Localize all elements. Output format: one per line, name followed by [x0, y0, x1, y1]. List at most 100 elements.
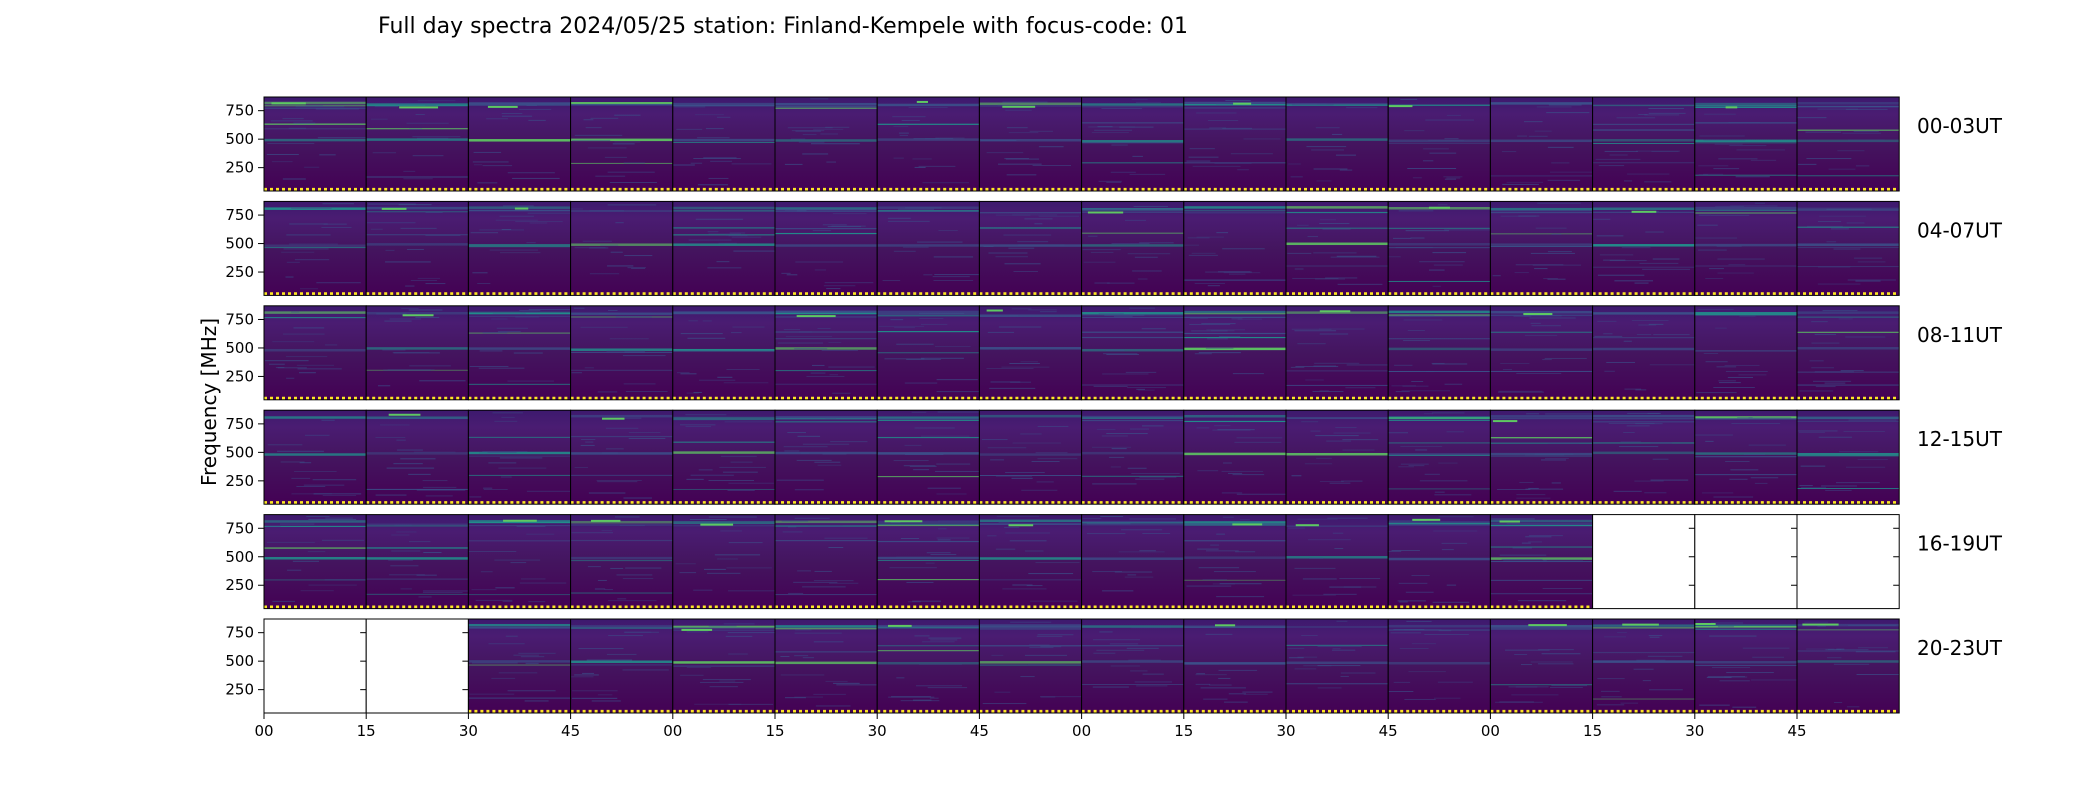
- panel-12-15UT-14: [1694, 409, 1798, 505]
- spectral-streak: [1814, 334, 1837, 336]
- spectral-band: [1388, 417, 1491, 419]
- spectral-streak: [501, 416, 515, 418]
- spectrum-background: [672, 97, 775, 191]
- spectral-band: [1286, 452, 1389, 456]
- spectral-streak: [1315, 435, 1359, 437]
- spectral-streak: [1518, 215, 1540, 217]
- spectral-streak: [1822, 310, 1858, 312]
- spectral-streak: [1034, 223, 1043, 225]
- spectral-streak: [780, 674, 825, 676]
- spectral-streak: [317, 137, 367, 139]
- spectral-streak: [499, 252, 541, 254]
- spectral-streak: [905, 453, 944, 455]
- spectral-streak: [487, 451, 517, 453]
- spectral-streak: [1547, 251, 1572, 253]
- spectral-band: [775, 310, 878, 314]
- spectral-streak: [1446, 584, 1457, 586]
- spectral-streak: [1200, 687, 1246, 689]
- spectral-band: [1490, 348, 1593, 351]
- spectral-streak: [319, 154, 336, 156]
- spectral-band: [1388, 416, 1491, 420]
- spectral-streak: [1110, 466, 1121, 468]
- spectral-streak: [1005, 532, 1050, 534]
- spectral-streak: [927, 487, 961, 489]
- bright-burst: [487, 105, 518, 108]
- spectral-streak: [1001, 366, 1050, 368]
- spectral-band: [1490, 139, 1593, 143]
- spectral-streak: [1209, 684, 1232, 686]
- spectral-streak: [1107, 282, 1135, 284]
- spectral-streak: [1345, 387, 1376, 389]
- spectral-streak: [1218, 669, 1258, 671]
- spectral-band: [1081, 683, 1184, 685]
- spectral-streak: [1409, 315, 1435, 317]
- spectral-streak: [1290, 366, 1305, 368]
- spectral-streak: [1715, 205, 1744, 207]
- spectral-streak: [1086, 523, 1131, 525]
- spectral-streak: [1650, 479, 1689, 481]
- spectral-streak: [1313, 365, 1337, 367]
- spectral-streak: [388, 559, 413, 561]
- spectral-streak: [936, 391, 980, 393]
- spectral-streak: [1613, 490, 1642, 492]
- spectral-streak: [1040, 696, 1056, 698]
- spectral-band: [1081, 475, 1184, 477]
- spectral-streak: [1017, 241, 1049, 243]
- spectrum-background: [1490, 619, 1593, 713]
- spectral-streak: [1186, 663, 1220, 665]
- y-tick-label: 250: [225, 576, 254, 594]
- spectral-band: [366, 104, 469, 107]
- spectral-streak: [922, 182, 970, 184]
- spectral-streak: [1848, 419, 1897, 421]
- spectral-streak: [596, 479, 642, 481]
- spectral-streak: [492, 313, 526, 315]
- panel-04-07UT-13: [1592, 200, 1696, 296]
- spectral-streak: [918, 165, 956, 167]
- spectral-streak: [375, 494, 407, 496]
- panel-08-11UT-5: [774, 305, 878, 401]
- spectral-band: [979, 138, 1082, 142]
- spectral-band: [1286, 525, 1389, 527]
- spectral-streak: [615, 316, 652, 318]
- spectral-streak: [589, 247, 609, 249]
- spectral-streak: [708, 516, 757, 518]
- spectral-band: [1592, 244, 1695, 247]
- spectral-streak: [483, 487, 493, 489]
- spectral-streak: [631, 267, 646, 269]
- spectral-streak: [934, 346, 971, 348]
- spectral-streak: [315, 108, 360, 110]
- spectral-streak: [1291, 475, 1302, 477]
- spectral-streak: [625, 391, 668, 393]
- spectral-streak: [1750, 477, 1779, 479]
- y-tick-label: 750: [225, 102, 254, 120]
- spectral-band: [468, 594, 571, 596]
- spectral-streak: [507, 172, 555, 174]
- spectral-streak: [1797, 163, 1817, 165]
- panel-16-19UT-10: [1285, 514, 1389, 610]
- spectral-streak: [1799, 485, 1813, 487]
- panel-border: [1796, 305, 1900, 401]
- spectral-streak: [391, 550, 421, 552]
- spectral-band: [775, 540, 878, 542]
- panel-16-19UT-6: [876, 514, 980, 610]
- spectral-band: [877, 103, 980, 107]
- spectral-band: [1388, 442, 1491, 444]
- spectral-streak: [473, 164, 483, 166]
- spectral-band: [1797, 316, 1900, 318]
- spectral-streak: [1824, 382, 1846, 384]
- spectral-streak: [291, 493, 332, 495]
- spectral-streak: [265, 526, 281, 528]
- spectral-band: [468, 436, 571, 439]
- spectral-streak: [1650, 442, 1673, 444]
- spectral-band: [1183, 336, 1286, 339]
- spectral-streak: [720, 530, 743, 532]
- spectral-streak: [705, 128, 724, 130]
- spectral-streak: [1237, 318, 1263, 320]
- spectral-streak: [1092, 571, 1123, 573]
- spectral-band: [1490, 417, 1593, 420]
- spectral-streak: [1520, 664, 1532, 666]
- spectral-band: [570, 539, 673, 542]
- spectral-streak: [787, 127, 833, 129]
- spectral-streak: [1343, 586, 1377, 588]
